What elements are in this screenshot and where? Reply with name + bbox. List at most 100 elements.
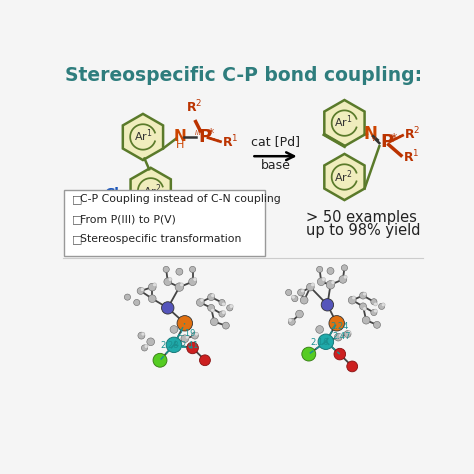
Circle shape	[175, 283, 183, 292]
Circle shape	[222, 322, 229, 329]
Circle shape	[185, 335, 189, 339]
Circle shape	[301, 289, 304, 293]
Text: R$^2$: R$^2$	[186, 99, 202, 115]
Circle shape	[208, 304, 215, 311]
Circle shape	[347, 361, 357, 372]
Circle shape	[147, 338, 155, 346]
Text: $^{\mathit{III}}$: $^{\mathit{III}}$	[194, 130, 202, 140]
Text: Ar$^2$: Ar$^2$	[334, 169, 352, 185]
Circle shape	[334, 333, 342, 341]
Circle shape	[166, 337, 182, 353]
Circle shape	[363, 307, 366, 310]
Circle shape	[148, 295, 156, 302]
Text: N: N	[363, 125, 377, 143]
Circle shape	[321, 277, 326, 282]
Circle shape	[177, 316, 192, 331]
Circle shape	[374, 321, 381, 328]
Circle shape	[200, 355, 210, 365]
Text: Stereospecific transformation: Stereospecific transformation	[80, 234, 242, 245]
Circle shape	[292, 296, 298, 302]
Circle shape	[138, 332, 145, 339]
Circle shape	[134, 300, 140, 306]
Circle shape	[331, 281, 335, 284]
Text: 2.19: 2.19	[177, 328, 195, 337]
Text: Stereospecific C-P bond coupling:: Stereospecific C-P bond coupling:	[65, 66, 423, 85]
Circle shape	[144, 345, 148, 348]
Circle shape	[298, 289, 304, 296]
Circle shape	[334, 348, 346, 360]
Circle shape	[124, 294, 130, 300]
Circle shape	[170, 326, 178, 333]
Circle shape	[176, 268, 183, 275]
Circle shape	[362, 316, 370, 324]
Circle shape	[317, 278, 325, 285]
Text: R$^1$: R$^1$	[222, 134, 238, 151]
Circle shape	[288, 319, 292, 322]
Circle shape	[292, 295, 295, 299]
Circle shape	[338, 334, 343, 337]
Circle shape	[344, 331, 351, 337]
Circle shape	[163, 266, 169, 273]
Text: R$^2$: R$^2$	[404, 126, 420, 142]
Circle shape	[137, 288, 144, 294]
Circle shape	[187, 342, 198, 354]
Circle shape	[374, 302, 377, 306]
Text: Ar$^1$: Ar$^1$	[334, 113, 352, 130]
Text: □: □	[72, 194, 82, 204]
Circle shape	[302, 347, 316, 361]
Circle shape	[343, 275, 347, 279]
Text: □: □	[72, 234, 82, 245]
Circle shape	[321, 299, 334, 311]
Circle shape	[379, 303, 385, 310]
Circle shape	[285, 290, 292, 296]
Circle shape	[316, 326, 324, 333]
Text: > 50 examples: > 50 examples	[306, 210, 417, 225]
Circle shape	[374, 309, 377, 313]
Circle shape	[300, 296, 308, 304]
Circle shape	[140, 288, 144, 292]
Circle shape	[208, 294, 215, 301]
Text: 2.47: 2.47	[332, 332, 351, 341]
Text: Ar$^2$: Ar$^2$	[143, 182, 162, 199]
Circle shape	[360, 303, 366, 310]
Circle shape	[222, 310, 226, 314]
Circle shape	[307, 283, 314, 291]
Circle shape	[229, 304, 233, 308]
Circle shape	[318, 334, 334, 349]
Text: 2.16: 2.16	[310, 338, 329, 347]
Circle shape	[180, 283, 183, 287]
Circle shape	[341, 265, 347, 271]
Circle shape	[360, 292, 366, 299]
Circle shape	[363, 292, 366, 296]
Circle shape	[339, 275, 347, 283]
Polygon shape	[123, 114, 163, 160]
Text: C-P Coupling instead of C-N coupling: C-P Coupling instead of C-N coupling	[80, 194, 281, 204]
Polygon shape	[130, 168, 171, 214]
Circle shape	[317, 266, 323, 273]
Circle shape	[141, 345, 147, 351]
Circle shape	[296, 310, 303, 318]
Text: up to 98% yield: up to 98% yield	[306, 223, 420, 238]
Circle shape	[194, 332, 198, 336]
Circle shape	[219, 311, 225, 317]
Text: Cl: Cl	[104, 187, 119, 201]
Circle shape	[348, 296, 356, 304]
Circle shape	[211, 308, 215, 312]
Text: □: □	[72, 214, 82, 224]
Circle shape	[181, 335, 189, 343]
Circle shape	[200, 298, 204, 302]
Circle shape	[326, 281, 335, 289]
Circle shape	[288, 319, 295, 325]
Text: P: P	[199, 128, 212, 146]
Circle shape	[211, 294, 215, 298]
FancyBboxPatch shape	[64, 190, 264, 256]
Circle shape	[148, 283, 156, 291]
Circle shape	[196, 299, 204, 306]
Circle shape	[153, 283, 156, 287]
Text: N: N	[174, 129, 187, 145]
Circle shape	[153, 353, 167, 367]
Text: *: *	[390, 132, 396, 145]
Text: cat [Pd]: cat [Pd]	[251, 136, 300, 148]
Polygon shape	[324, 100, 365, 146]
Circle shape	[219, 300, 225, 306]
